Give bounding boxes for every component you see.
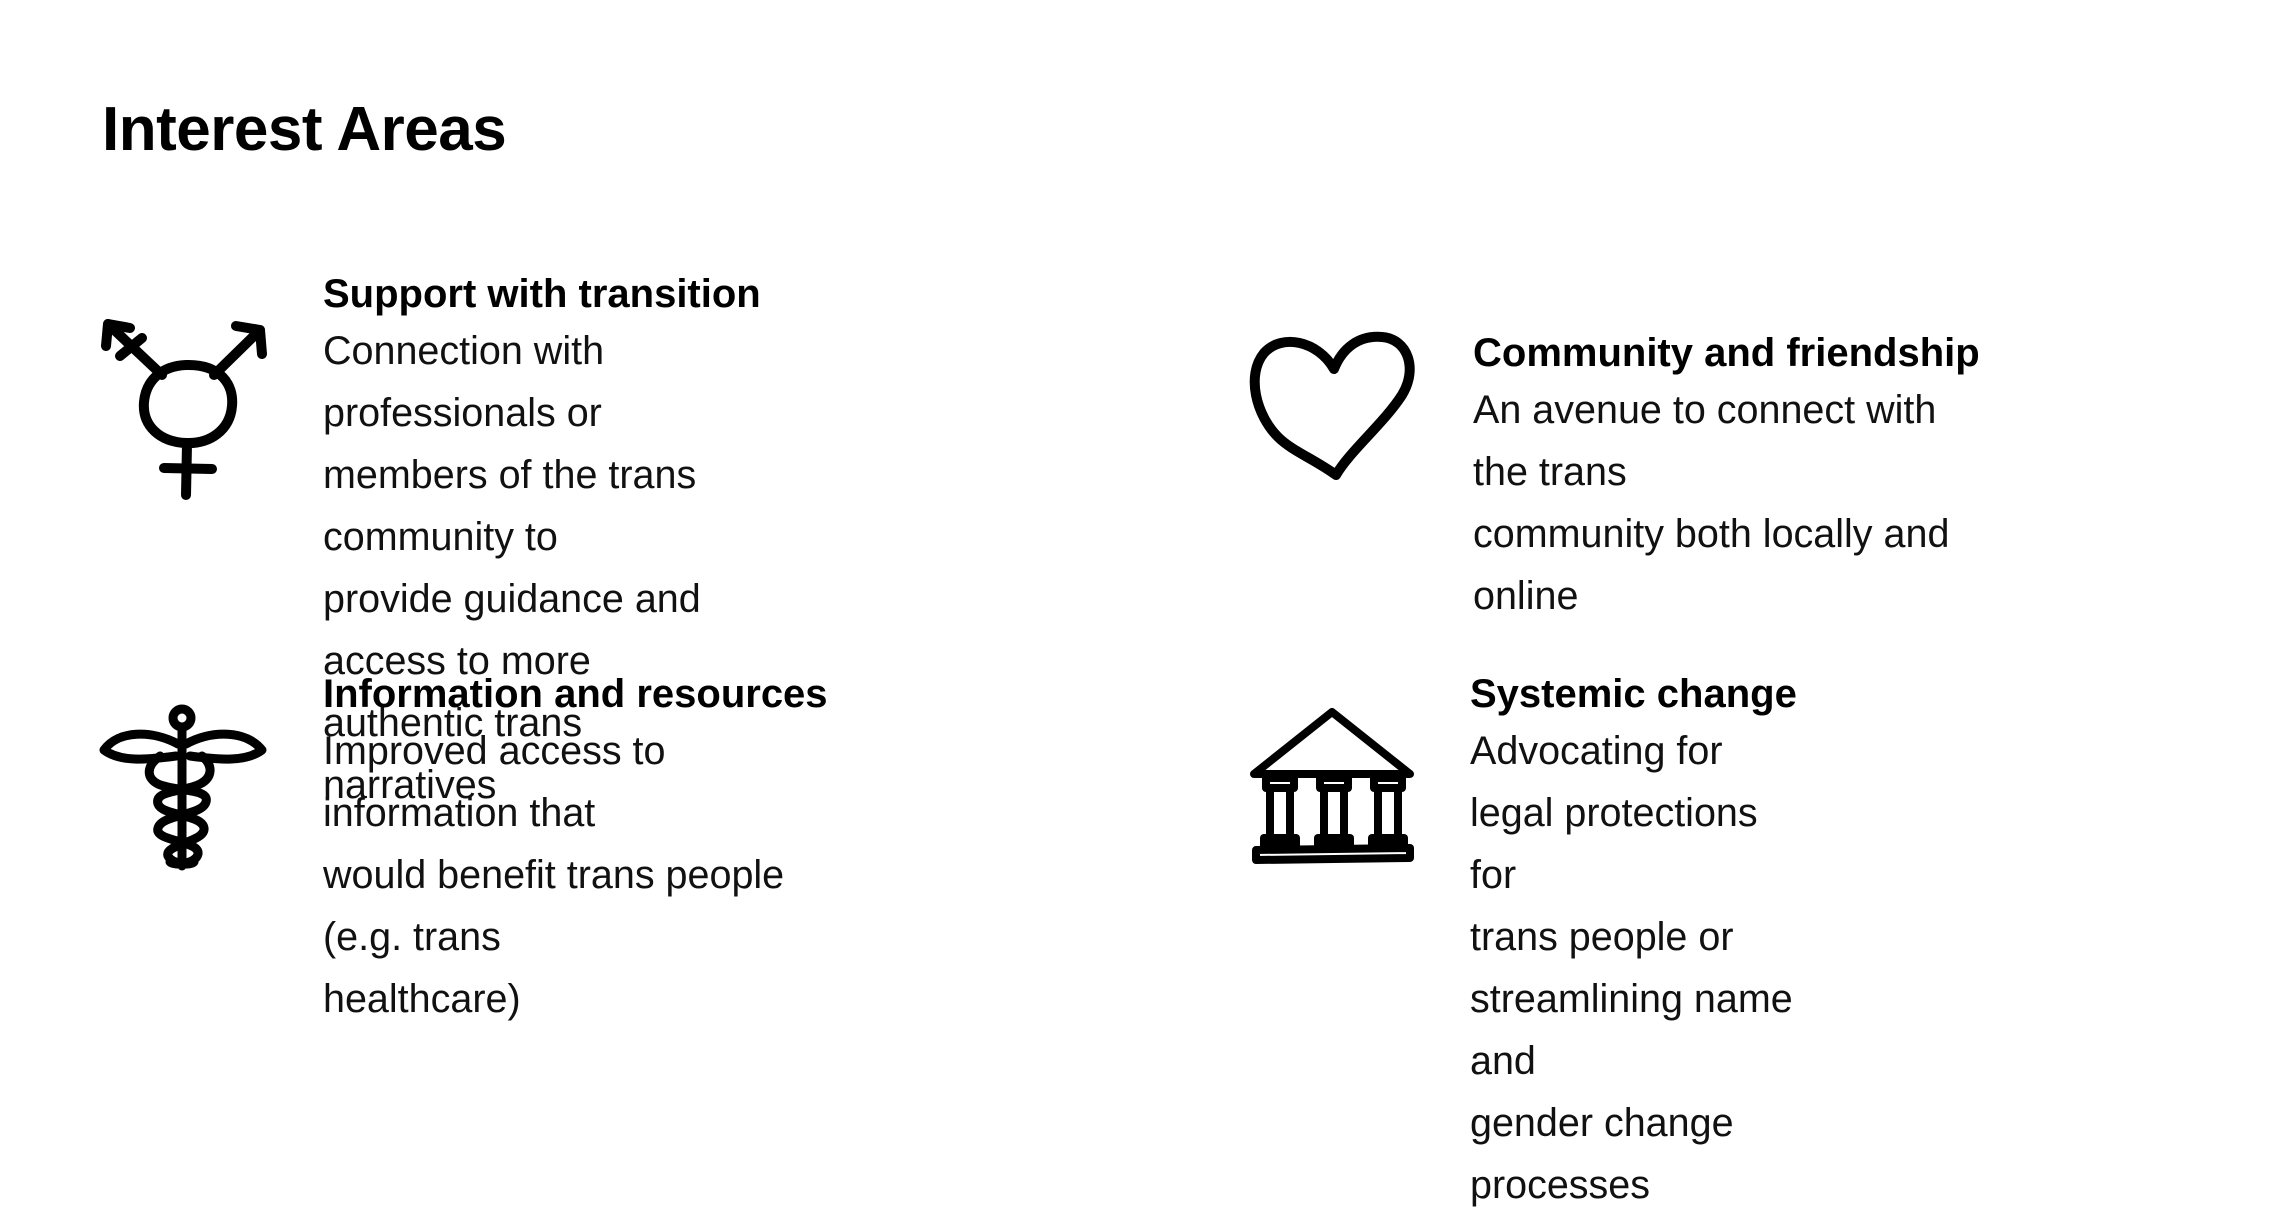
area-description: Improved access to information that woul…	[323, 729, 785, 1021]
area-description: Connection with professionals or members…	[323, 329, 701, 807]
area-description: Advocating for legal protections for tra…	[1470, 729, 1793, 1207]
heart-icon	[1249, 331, 1415, 480]
area-heading: Community and friendship	[1473, 331, 1980, 375]
page-title: Interest Areas	[102, 95, 507, 164]
transgender-symbol-icon	[101, 319, 267, 500]
caduceus-icon	[99, 704, 267, 871]
government-building-icon	[1250, 708, 1414, 864]
area-heading: Support with transition	[323, 272, 761, 316]
area-description: An avenue to connect with the trans comm…	[1473, 388, 1950, 618]
area-heading: Systemic change	[1470, 672, 1797, 716]
area-heading: Information and resources	[323, 672, 828, 716]
